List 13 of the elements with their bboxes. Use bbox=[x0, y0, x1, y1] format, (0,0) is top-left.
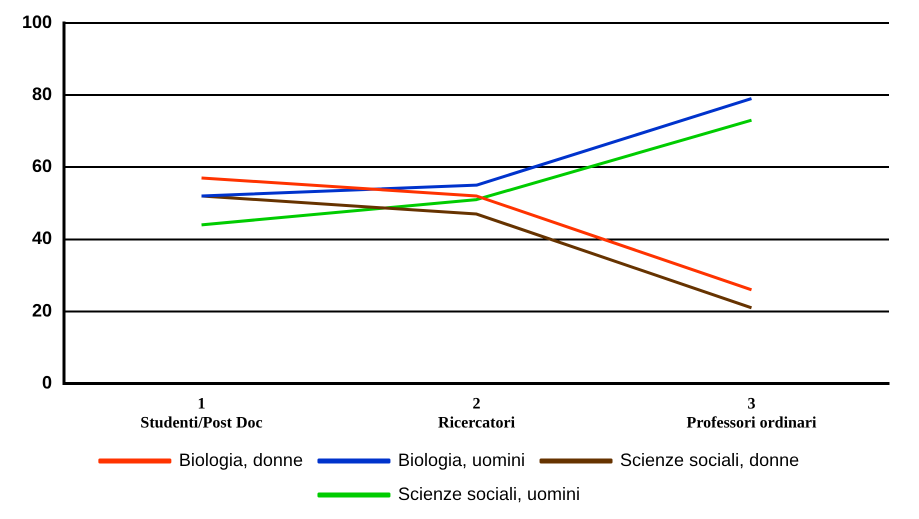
legend-label: Biologia, donne bbox=[178, 450, 303, 470]
y-tick-label: 100 bbox=[22, 12, 52, 32]
y-tick-label: 20 bbox=[32, 300, 52, 320]
x-tick-label: 2 Ricercatori bbox=[438, 395, 516, 432]
y-tick-label: 80 bbox=[32, 84, 52, 104]
y-tick-label: 0 bbox=[42, 372, 52, 393]
legend-label: Scienze sociali, uomini bbox=[398, 484, 580, 504]
legend-label: Biologia, uomini bbox=[398, 450, 526, 470]
y-tick-label: 40 bbox=[32, 228, 52, 248]
y-tick-label: 60 bbox=[32, 156, 52, 176]
x-tick-label: 1 Studenti/Post Doc bbox=[140, 395, 263, 432]
legend-label: Scienze sociali, donne bbox=[620, 450, 800, 470]
x-tick-label: 3 Professori ordinari bbox=[686, 395, 818, 432]
